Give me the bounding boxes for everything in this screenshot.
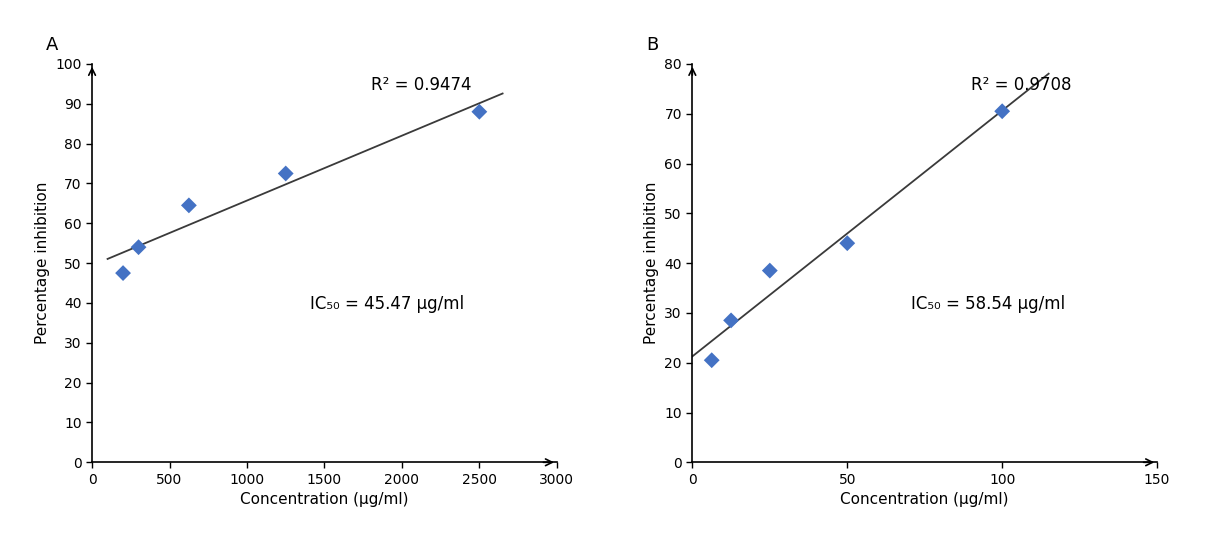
Point xyxy=(276,169,295,178)
Text: R² = 0.9708: R² = 0.9708 xyxy=(971,76,1071,94)
Point xyxy=(722,316,741,325)
Point xyxy=(703,356,722,365)
Text: R² = 0.9474: R² = 0.9474 xyxy=(371,76,471,94)
Point xyxy=(993,107,1012,115)
Point xyxy=(180,201,199,210)
Point xyxy=(837,239,857,248)
Point xyxy=(129,243,148,251)
Text: A: A xyxy=(46,36,58,54)
Y-axis label: Percentage inhibition: Percentage inhibition xyxy=(643,182,659,344)
Text: IC₅₀ = 45.47 μg/ml: IC₅₀ = 45.47 μg/ml xyxy=(311,295,465,313)
Point xyxy=(760,266,780,275)
X-axis label: Concentration (μg/ml): Concentration (μg/ml) xyxy=(240,492,408,507)
Text: B: B xyxy=(646,36,658,54)
Point xyxy=(470,107,489,116)
Text: IC₅₀ = 58.54 μg/ml: IC₅₀ = 58.54 μg/ml xyxy=(911,295,1065,313)
X-axis label: Concentration (μg/ml): Concentration (μg/ml) xyxy=(840,492,1009,507)
Point xyxy=(113,269,133,278)
Y-axis label: Percentage inhibition: Percentage inhibition xyxy=(35,182,49,344)
